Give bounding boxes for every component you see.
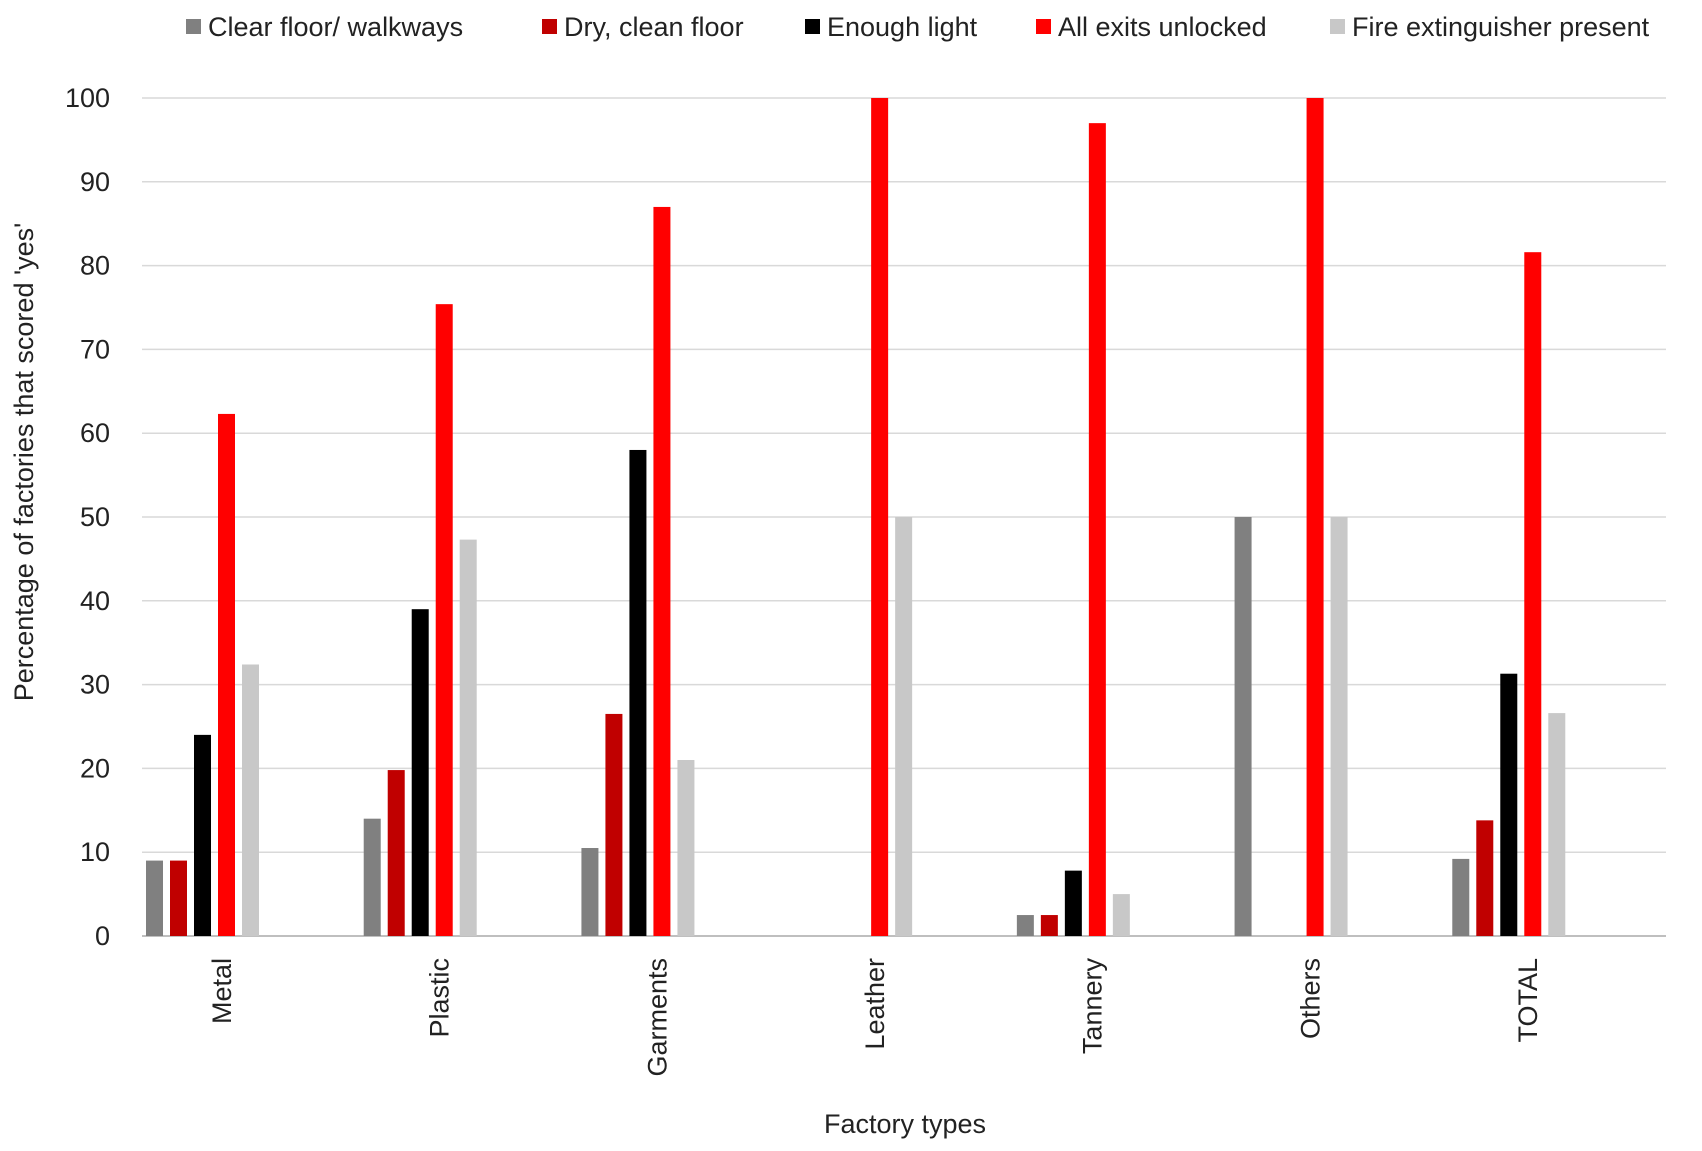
bar-garments-all-exits-unlocked [653, 206, 671, 936]
x-tick-label: Tannery [1078, 958, 1108, 1055]
y-tick-label: 20 [80, 753, 110, 783]
bar-tannery-fire-extinguisher-present [1112, 894, 1130, 936]
x-tick-label: Metal [207, 958, 237, 1024]
bar-leather-fire-extinguisher-present [895, 517, 913, 936]
bar-metal-all-exits-unlocked [218, 413, 235, 936]
legend-swatch [1330, 19, 1345, 34]
bar-tannery-dry-clean-floor [1040, 915, 1058, 936]
bar-total-dry-clean-floor [1476, 820, 1494, 936]
x-tick-label: Plastic [425, 958, 455, 1038]
legend-label: Clear floor/ walkways [208, 12, 463, 42]
legend-label: Dry, clean floor [564, 12, 744, 42]
bar-tannery-all-exits-unlocked [1088, 123, 1106, 936]
y-tick-label: 40 [80, 586, 110, 616]
y-tick-label: 100 [65, 83, 110, 113]
y-tick-label: 60 [80, 418, 110, 448]
legend-label: All exits unlocked [1058, 12, 1267, 42]
bar-others-fire-extinguisher-present [1330, 517, 1348, 936]
y-axis-ticks: 0 10 20 30 40 50 60 70 80 90 100 [65, 83, 110, 951]
bar-garments-fire-extinguisher-present [677, 760, 695, 936]
y-tick-label: 10 [80, 837, 110, 867]
bars [146, 98, 1566, 936]
legend-swatch [805, 19, 820, 34]
legend: Clear floor/ walkways Dry, clean floor Eno… [186, 12, 1650, 42]
bar-metal-dry-clean-floor [170, 860, 187, 936]
legend-swatch [542, 19, 557, 34]
x-tick-label: Others [1295, 958, 1325, 1039]
x-tick-label: TOTAL [1513, 958, 1543, 1043]
bar-total-clear-floor-walkways [1452, 858, 1470, 936]
bar-metal-clear-floor-walkways [146, 860, 163, 936]
bar-tannery-enough-light [1064, 870, 1082, 936]
legend-swatch [186, 19, 201, 34]
legend-label: Fire extinguisher present [1352, 12, 1650, 42]
bar-total-enough-light [1500, 673, 1518, 936]
y-tick-label: 90 [80, 167, 110, 197]
bar-total-all-exits-unlocked [1524, 252, 1542, 936]
x-tick-label: Garments [642, 958, 672, 1077]
bar-plastic-fire-extinguisher-present [459, 539, 477, 936]
bar-leather-all-exits-unlocked [871, 98, 889, 936]
x-axis-title: Factory types [824, 1109, 986, 1139]
bar-others-all-exits-unlocked [1306, 98, 1324, 936]
y-axis-title: Percentage of factories that scored 'yes… [9, 223, 39, 702]
bar-metal-enough-light [194, 734, 211, 936]
legend-swatch [1036, 19, 1051, 34]
bar-garments-enough-light [629, 449, 647, 936]
bar-garments-dry-clean-floor [605, 713, 623, 936]
bar-total-fire-extinguisher-present [1548, 713, 1566, 936]
bar-metal-fire-extinguisher-present [242, 664, 259, 936]
bar-plastic-dry-clean-floor [387, 770, 405, 936]
y-tick-label: 0 [95, 921, 110, 951]
y-tick-label: 50 [80, 502, 110, 532]
legend-label: Enough light [827, 12, 978, 42]
bar-plastic-enough-light [411, 609, 429, 936]
x-axis-ticks: Metal Plastic Garments Leather Tannery Others… [207, 958, 1543, 1077]
y-tick-label: 80 [80, 251, 110, 281]
x-tick-label: Leather [860, 958, 890, 1050]
y-tick-label: 70 [80, 334, 110, 364]
bar-garments-clear-floor-walkways [581, 848, 599, 936]
bar-plastic-clear-floor-walkways [363, 818, 381, 936]
bar-plastic-all-exits-unlocked [435, 304, 453, 936]
y-tick-label: 30 [80, 670, 110, 700]
bar-others-clear-floor-walkways [1234, 517, 1252, 936]
bar-tannery-clear-floor-walkways [1016, 915, 1034, 936]
